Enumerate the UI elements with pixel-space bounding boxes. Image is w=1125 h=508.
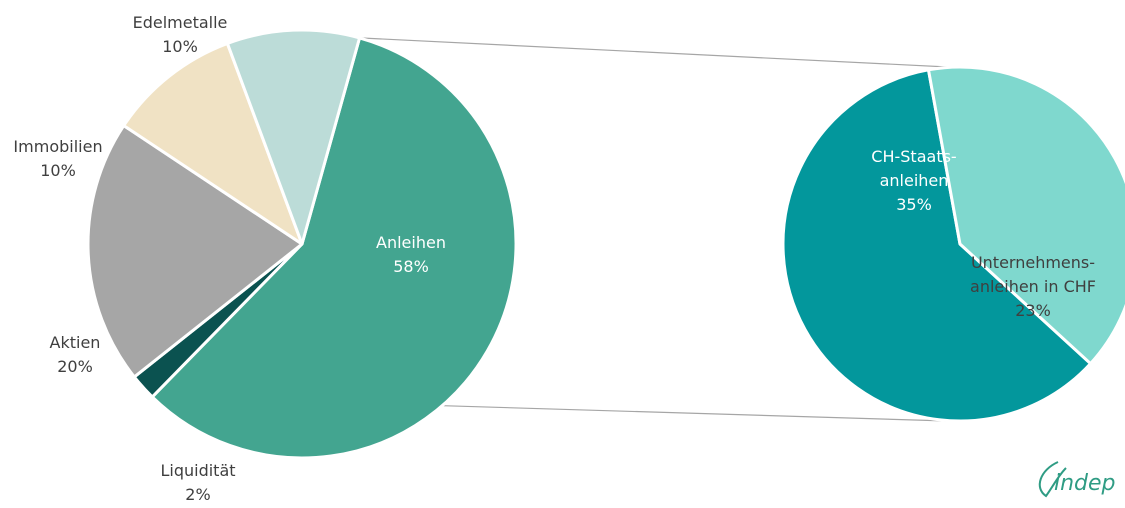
label-liquiditaet-name: Liquidität bbox=[160, 461, 235, 480]
pie-slice-aktien bbox=[86, 124, 304, 379]
label-aktien-value: 20% bbox=[57, 357, 93, 376]
pie-slice-anleihen bbox=[150, 36, 518, 460]
pie-slice-unternehmens-anleihen-in-chf bbox=[926, 65, 1125, 366]
pie-slice-ch-staats-anleihen bbox=[781, 68, 1092, 423]
label-unternehmensanleihen-in-chf-line-1: Unternehmens- bbox=[971, 253, 1095, 272]
label-edelmetalle-value: 10% bbox=[162, 37, 198, 56]
label-immobilien-value: 10% bbox=[40, 161, 76, 180]
brand-text: indep bbox=[1054, 471, 1116, 496]
label-edelmetalle-name: Edelmetalle bbox=[133, 13, 228, 32]
brand-logo: indep bbox=[1038, 461, 1116, 498]
label-immobilien-name: Immobilien bbox=[13, 137, 102, 156]
label-chstaatsanleihen-value: 35% bbox=[896, 195, 932, 214]
label-anleihen-value: 58% bbox=[393, 257, 429, 276]
label-aktien-name: Aktien bbox=[50, 333, 101, 352]
slice-labels: Anleihen 58% Liquidität 2% Aktien 20% Immobili… bbox=[13, 13, 1096, 504]
label-anleihen-name: Anleihen bbox=[376, 233, 446, 252]
label-unternehmensanleihen-in-chf-value: 23% bbox=[1015, 301, 1051, 320]
connector-line-top bbox=[359, 37, 949, 68]
pie-slice-immobilien bbox=[122, 41, 304, 246]
label-unternehmensanleihen-in-chf-line-2: anleihen in CHF bbox=[970, 277, 1096, 296]
pie-slice-edelmetalle bbox=[225, 28, 362, 246]
breakdown-pie bbox=[781, 65, 1125, 423]
leaf-icon bbox=[1038, 461, 1067, 498]
label-chstaatsanleihen-line-1: CH-Staats- bbox=[871, 147, 956, 166]
main-pie bbox=[86, 28, 518, 460]
label-chstaatsanleihen-line-2: anleihen bbox=[880, 171, 949, 190]
label-liquiditaet-value: 2% bbox=[185, 485, 210, 504]
